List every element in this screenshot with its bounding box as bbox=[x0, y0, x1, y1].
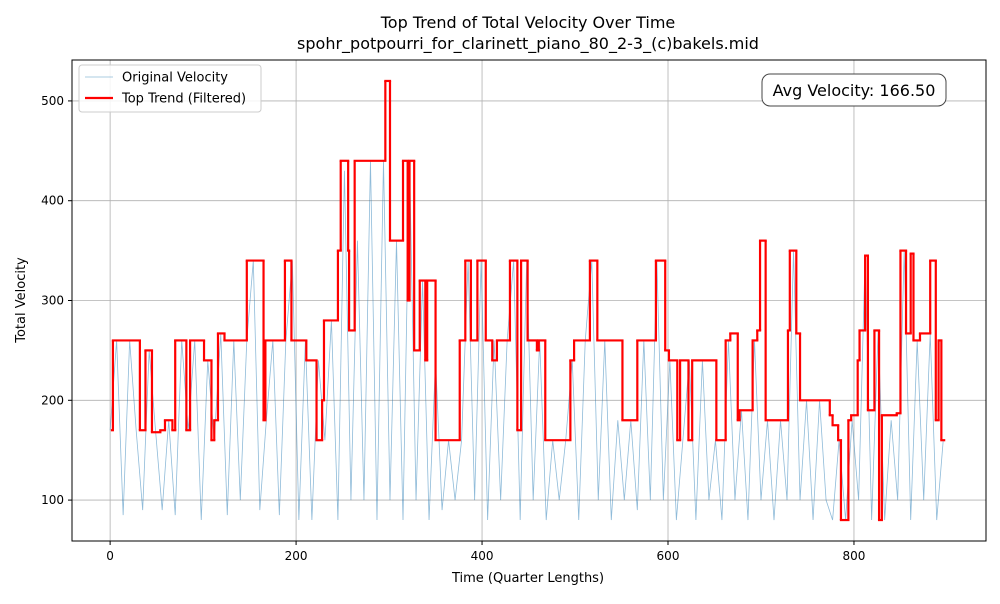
annotation-box bbox=[761, 73, 947, 107]
chart-subtitle: spohr_potpourri_for_clarinett_piano_80_2… bbox=[297, 34, 759, 54]
y-tick-label: 200 bbox=[41, 393, 64, 407]
trend-line bbox=[110, 79, 946, 522]
y-axis-label: Total Velocity bbox=[14, 257, 29, 344]
legend-box bbox=[78, 64, 262, 113]
annotation: Avg Velocity: 166.50 bbox=[773, 81, 936, 100]
chart-title: Top Trend of Total Velocity Over Time bbox=[380, 13, 676, 32]
ticks: 0 200 400 600 800 100 200 300 400 500 bbox=[41, 94, 865, 563]
x-tick-label: 600 bbox=[657, 549, 680, 563]
y-tick-label: 300 bbox=[41, 294, 64, 308]
legend-label: Original Velocity bbox=[122, 71, 228, 86]
x-tick-label: 200 bbox=[285, 549, 308, 563]
y-tick-label: 500 bbox=[41, 94, 64, 108]
x-axis-label: Time (Quarter Lengths) bbox=[451, 571, 604, 586]
y-tick-label: 100 bbox=[41, 493, 64, 507]
y-tick-label: 400 bbox=[41, 194, 64, 208]
legend: Original Velocity Top Trend (Filtered) bbox=[78, 64, 262, 113]
x-tick-label: 400 bbox=[471, 549, 494, 563]
marks bbox=[109, 79, 946, 522]
legend-label: Top Trend (Filtered) bbox=[121, 92, 246, 107]
x-tick-label: 0 bbox=[106, 549, 114, 563]
x-tick-label: 800 bbox=[843, 549, 866, 563]
